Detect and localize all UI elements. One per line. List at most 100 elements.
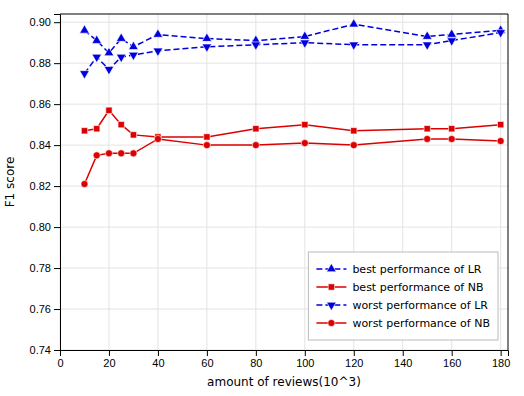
y-tick-label: 0.80	[30, 221, 51, 233]
legend-symbol	[327, 263, 337, 271]
series-point	[349, 19, 359, 27]
x-tick-mark	[403, 350, 404, 356]
legend-box	[308, 252, 498, 340]
y-tick: 0.90	[30, 16, 60, 28]
x-tick: 40	[152, 350, 164, 369]
series	[81, 135, 504, 187]
grid-line-x	[255, 14, 256, 350]
y-tick-label: 0.78	[30, 262, 51, 274]
y-tick: 0.80	[30, 221, 60, 233]
y-tick-mark	[54, 268, 60, 269]
y-tick: 0.86	[30, 98, 60, 110]
series-point	[154, 135, 161, 142]
grid-line-y	[60, 63, 508, 64]
y-tick-label: 0.76	[30, 303, 51, 315]
x-tick: 80	[250, 350, 262, 369]
series-point	[447, 29, 457, 37]
series-point	[116, 33, 126, 41]
series	[80, 19, 506, 56]
series-point	[94, 126, 100, 132]
series-point	[350, 142, 357, 149]
y-tick-label: 0.84	[30, 139, 51, 151]
legend-item: worst performance of NB	[316, 317, 490, 330]
series-point	[448, 135, 455, 142]
series-point	[129, 41, 139, 49]
y-tick-label: 0.82	[30, 180, 51, 192]
legend: best performance of LR best performance o…	[308, 252, 498, 340]
series-point	[81, 128, 87, 134]
y-tick: 0.76	[30, 303, 60, 315]
x-tick: 20	[103, 350, 115, 369]
x-tick-label: 120	[345, 357, 363, 369]
y-tick-mark	[54, 309, 60, 310]
legend-label: worst performance of NB	[352, 317, 490, 330]
y-tick: 0.78	[30, 262, 60, 274]
grid-line-x	[108, 14, 109, 350]
legend-label: best performance of LR	[352, 263, 481, 276]
y-tick-mark	[54, 227, 60, 228]
series-point	[301, 140, 308, 147]
series-point	[153, 29, 163, 37]
x-tick: 180	[492, 350, 510, 369]
series-point	[204, 134, 210, 140]
series	[81, 107, 503, 140]
legend-label: worst performance of LR	[352, 299, 488, 312]
series-point	[422, 42, 432, 50]
y-axis: 0.74 0.76 0.78 0.80 0.82 0.84 0.86 0.88 0.90	[30, 15, 61, 357]
series-point	[424, 135, 431, 142]
series-point	[349, 42, 359, 50]
series-point	[130, 150, 137, 157]
grid-line-x	[304, 14, 305, 350]
x-tick: 0	[57, 350, 63, 369]
y-tick-mark	[54, 63, 60, 64]
series-point	[497, 137, 504, 144]
y-tick-label: 0.88	[30, 57, 51, 69]
x-tick-mark	[158, 350, 159, 356]
plot-frame-top	[60, 14, 508, 15]
series-point	[93, 152, 100, 159]
series-point	[118, 150, 125, 157]
x-tick-mark	[256, 350, 257, 356]
marks	[80, 19, 506, 188]
series	[80, 30, 506, 79]
x-tick-mark	[354, 350, 355, 356]
y-tick-mark	[54, 104, 60, 105]
x-tick-label: 40	[152, 357, 164, 369]
x-tick-label: 180	[492, 357, 510, 369]
grid-line-y	[60, 227, 508, 228]
series-point	[80, 71, 90, 79]
legend-item: best performance of LR	[316, 263, 481, 276]
y-tick-label: 0.74	[30, 344, 51, 356]
grid	[60, 14, 508, 350]
x-tick-label: 0	[57, 357, 63, 369]
series-point	[202, 44, 212, 52]
x-tick: 140	[394, 350, 412, 369]
grid-line-x	[206, 14, 207, 350]
x-tick-label: 140	[394, 357, 412, 369]
y-axis-title: F1 score	[3, 157, 17, 208]
grid-line-y	[60, 186, 508, 187]
y-tick-label: 0.90	[30, 16, 51, 28]
series-point	[130, 132, 136, 138]
series-point	[153, 48, 163, 56]
series-point	[300, 40, 310, 48]
x-tick: 100	[296, 350, 314, 369]
series-point	[81, 180, 88, 187]
series-point	[497, 121, 503, 127]
series-point	[253, 126, 259, 132]
grid-line-x	[500, 14, 501, 350]
series-point	[496, 30, 506, 38]
series-line	[84, 110, 500, 137]
series-point	[116, 54, 126, 62]
x-axis: 020406080100120140160180	[57, 350, 510, 369]
legend-label: best performance of NB	[352, 281, 483, 294]
series-point	[202, 33, 212, 41]
legend-symbol	[328, 319, 335, 326]
y-tick: 0.84	[30, 139, 60, 151]
chart: 0204060801001201401601800.740.760.780.80…	[0, 0, 524, 396]
grid-line-y	[60, 104, 508, 105]
series-point	[203, 142, 210, 149]
x-axis-line	[61, 351, 509, 357]
series-point	[424, 126, 430, 132]
legend-item: worst performance of LR	[316, 299, 488, 312]
